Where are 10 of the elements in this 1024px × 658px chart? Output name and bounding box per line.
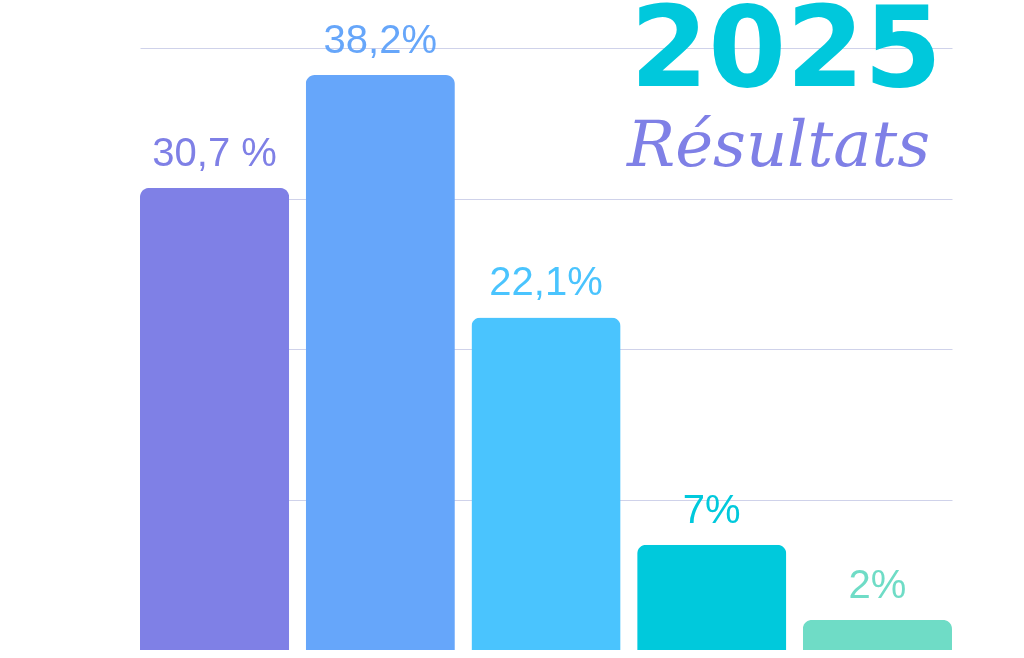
bar [637, 544, 787, 650]
bar [140, 187, 290, 650]
data-label: 2% [848, 561, 907, 606]
data-label: 22,1% [489, 259, 603, 304]
data-label: 7% [682, 486, 741, 531]
bar [471, 317, 621, 650]
bar [305, 75, 455, 650]
data-label: 38,2% [323, 17, 437, 62]
bar [802, 619, 952, 650]
data-label: 30,7 % [152, 129, 277, 174]
